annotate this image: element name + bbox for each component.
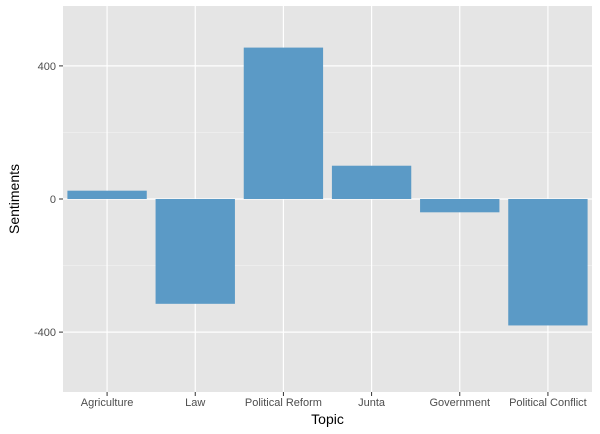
y-tick-label: -400: [34, 327, 56, 339]
y-tick-label: 0: [50, 194, 56, 206]
bar-junta: [331, 165, 412, 199]
x-tick-label: Government: [429, 397, 490, 409]
y-axis-title: Sentiments: [6, 164, 22, 234]
x-tick-label: Political Reform: [245, 397, 322, 409]
x-axis-title: Topic: [311, 411, 344, 427]
x-tick-label: Junta: [358, 397, 386, 409]
bar-political-reform: [243, 47, 324, 200]
y-axis: 400 0 -400: [34, 61, 63, 339]
bar-government: [420, 199, 500, 213]
x-tick-label: Political Conflict: [509, 397, 587, 409]
bar-law: [155, 199, 235, 304]
x-tick-label: Law: [185, 397, 205, 409]
x-tick-label: Agriculture: [81, 397, 134, 409]
x-axis: Agriculture Law Political Reform Junta Gover…: [81, 392, 587, 409]
y-tick-label: 400: [38, 61, 56, 73]
bar-agriculture: [67, 190, 147, 199]
bar-political-conflict: [508, 199, 588, 326]
bars: [67, 47, 588, 326]
